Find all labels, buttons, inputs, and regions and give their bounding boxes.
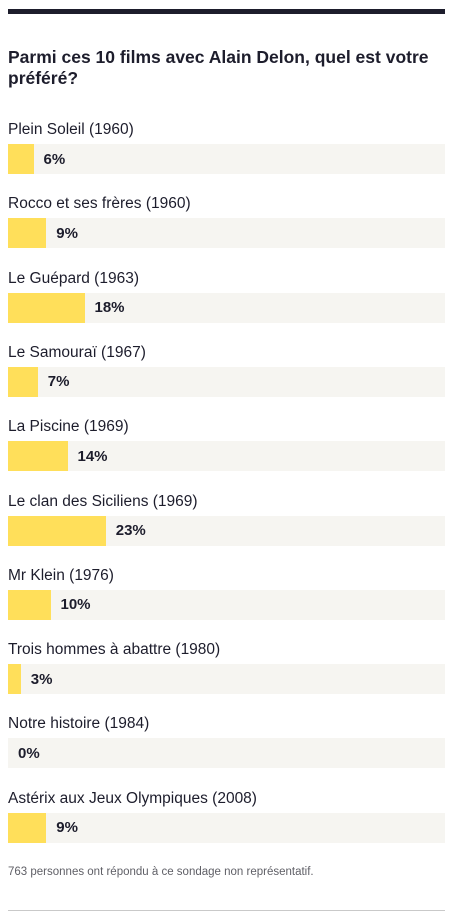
poll-option[interactable]: Astérix aux Jeux Olympiques (2008) 9% [8,789,445,853]
poll-option[interactable]: Le Guépard (1963) 18% [8,269,445,333]
bottom-divider [8,910,445,911]
poll-option-label: Le Samouraï (1967) [8,343,146,361]
poll-result-bar: 9% [8,218,445,249]
poll-option[interactable]: Rocco et ses frères (1960) 9% [8,194,445,258]
poll-result-bar-fill [8,589,51,620]
top-divider [8,9,445,14]
poll-option[interactable]: Le clan des Siciliens (1969) 23% [8,492,445,556]
poll-question: Parmi ces 10 films avec Alain Delon, que… [8,47,429,88]
poll-option-label: La Piscine (1969) [8,418,129,436]
poll-result-percent: 10% [60,596,91,614]
poll-option[interactable]: Mr Klein (1976) 10% [8,566,445,630]
poll-result-bar: 14% [8,441,445,472]
poll-result-bar-fill [8,144,34,174]
poll-result-bar: 18% [8,292,445,323]
poll-option[interactable]: Le Samouraï (1967) 7% [8,343,445,407]
poll-result-bar-fill [8,441,68,472]
poll-result-percent: 14% [77,447,108,465]
poll-result-bar: 0% [8,738,445,769]
poll-option-label: Le clan des Siciliens (1969) [8,492,198,510]
poll-result-bar-fill [8,218,47,249]
poll-result-bar-fill [8,366,38,397]
poll-result-percent: 9% [56,819,78,837]
poll-result-percent: 9% [56,224,78,242]
poll-result-bar: 3% [8,664,445,695]
poll-result-percent: 3% [30,670,53,688]
poll-option[interactable]: Trois hommes à abattre (1980) 3% [8,640,445,704]
poll-option-label: Trois hommes à abattre (1980) [8,641,221,659]
poll-option-label: Astérix aux Jeux Olympiques (2008) [8,789,257,807]
poll-result-bar: 7% [8,366,445,397]
poll-option-label: Rocco et ses frères (1960) [8,195,191,213]
poll-option[interactable]: La Piscine (1969) 14% [8,417,445,481]
poll-result-percent: 0% [18,744,40,762]
poll-result-percent: 7% [47,373,70,391]
poll-result-bar: 23% [8,515,445,546]
poll-option-label: Mr Klein (1976) [8,566,114,584]
poll-result-bar-fill [8,664,21,695]
poll-result-percent: 18% [94,299,125,317]
poll-result-bar-fill [8,515,106,546]
poll-option-label: Plein Soleil (1960) [8,121,134,138]
poll-option-label: Notre histoire (1984) [8,715,150,733]
poll-result-percent: 6% [43,150,66,168]
poll-result-bar-fill [8,812,47,843]
poll-result-bar-fill [8,292,85,323]
poll-result-bar: 6% [8,144,445,174]
poll-option[interactable]: Notre histoire (1984) 0% [8,714,445,778]
poll-option[interactable]: Plein Soleil (1960) 6% [8,120,445,184]
poll-option-label: Le Guépard (1963) [8,269,139,287]
poll-result-bar: 9% [8,812,445,843]
poll-result-bar: 10% [8,589,445,620]
poll-result-percent: 23% [115,522,146,539]
poll-footnote: 763 personnes ont répondu à ce sondage n… [8,866,314,878]
